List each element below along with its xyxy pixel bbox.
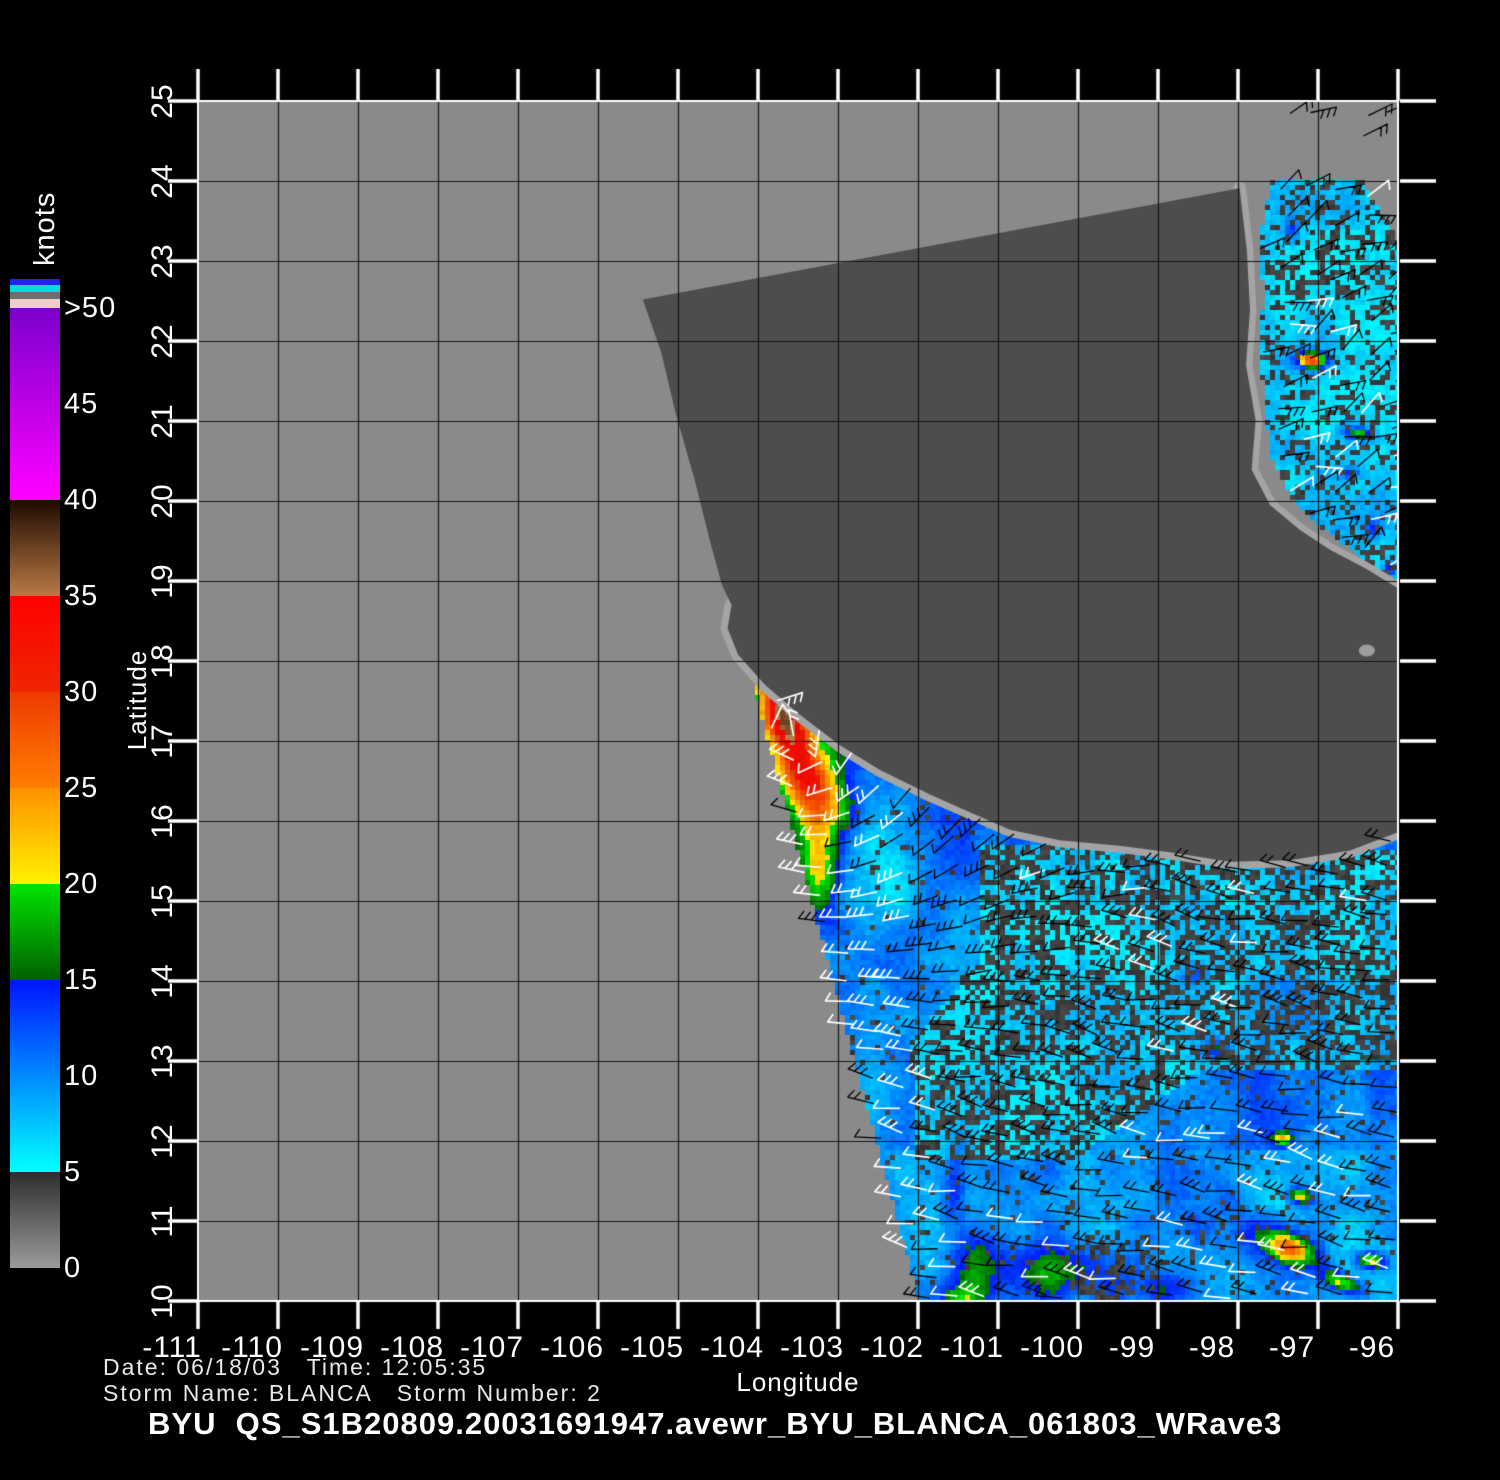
y-axis-title: Latitude	[122, 649, 152, 751]
colorbar-segment	[10, 308, 60, 500]
latitude-tick-label: 12	[146, 1123, 179, 1159]
longitude-tick-label: -99	[1108, 1331, 1156, 1364]
colorbar-segment	[10, 788, 60, 884]
storm-info-line: Storm Name: BLANCA Storm Number: 2	[103, 1380, 602, 1406]
longitude-tick-label: -100	[1019, 1331, 1085, 1364]
colorbar-segment	[10, 884, 60, 980]
latitude-tick-label: 19	[146, 563, 179, 599]
date-time-line: Date: 06/18/03 Time: 12:05:35	[103, 1354, 488, 1380]
colorbar-segment	[10, 692, 60, 788]
longitude-tick-label: -104	[699, 1331, 765, 1364]
latitude-tick-label: 16	[146, 803, 179, 839]
colorbar-flag-stripe	[10, 279, 60, 285]
colorbar-tick-label: 5	[64, 1156, 82, 1188]
colorbar-tick-label: 20	[64, 868, 99, 900]
longitude-tick-label: -98	[1188, 1331, 1236, 1364]
latitude-tick-label: 11	[146, 1204, 179, 1238]
longitude-tick-label: -96	[1348, 1331, 1396, 1364]
colorbar-segment	[10, 1172, 60, 1268]
latitude-tick-label: 25	[146, 83, 179, 119]
colorbar-tick-label: 10	[64, 1060, 99, 1092]
latitude-tick-label: 23	[146, 243, 179, 279]
colorbar-tick-label: 45	[64, 388, 99, 420]
colorbar-segment	[10, 980, 60, 1172]
longitude-tick-label: -105	[619, 1331, 685, 1364]
longitude-tick-label: -109	[299, 1331, 365, 1364]
longitude-tick-label: -102	[859, 1331, 925, 1364]
plot-title: BYU QS_S1B20809.20031691947.avewr_BYU_BL…	[148, 1406, 1283, 1441]
longitude-tick-label: -97	[1268, 1331, 1316, 1364]
colorbar-tick-label: 0	[64, 1252, 82, 1284]
latitude-tick-label: 24	[146, 163, 179, 199]
colorbar-units-label: knots	[29, 191, 61, 266]
longitude-tick-label: -106	[539, 1331, 605, 1364]
colorbar-flag-stripe	[10, 292, 60, 299]
longitude-tick-label: -103	[779, 1331, 845, 1364]
colorbar-flag-stripe	[10, 285, 60, 292]
colorbar-tick-label: 25	[64, 772, 99, 804]
latitude-tick-label: 22	[146, 323, 179, 359]
latitude-tick-label: 21	[146, 403, 179, 439]
colorbar	[10, 279, 60, 1268]
colorbar-tick-label: >50	[64, 292, 117, 324]
colorbar-tick-label: 40	[64, 484, 99, 516]
longitude-tick-label: -108	[379, 1331, 445, 1364]
longitude-tick-label: -101	[939, 1331, 1005, 1364]
longitude-tick-label: -107	[459, 1331, 525, 1364]
latitude-tick-label: 18	[146, 643, 179, 679]
latitude-tick-label: 13	[146, 1043, 179, 1079]
latitude-tick-label: 14	[146, 963, 179, 999]
colorbar-tick-label: 15	[64, 964, 99, 996]
colorbar-flag-stripe	[10, 299, 60, 308]
x-axis-title: Longitude	[736, 1367, 860, 1397]
latitude-tick-label: 15	[146, 883, 179, 919]
colorbar-tick-label: 30	[64, 676, 99, 708]
latitude-tick-label: 17	[146, 723, 179, 759]
latitude-tick-label: 20	[146, 483, 179, 519]
longitude-tick-label: -110	[221, 1331, 283, 1364]
colorbar-segment	[10, 596, 60, 692]
colorbar-segment	[10, 500, 60, 596]
colorbar-tick-label: 35	[64, 580, 99, 612]
latitude-tick-label: 10	[146, 1283, 179, 1319]
longitude-tick-label: -111	[142, 1331, 202, 1364]
